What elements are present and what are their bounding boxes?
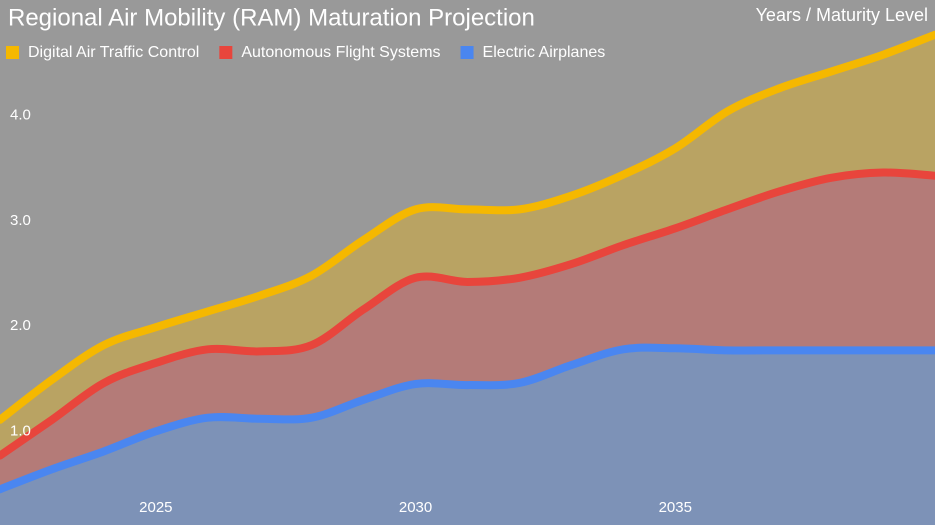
y-tick-label: 3.0 (10, 212, 31, 229)
legend-label: Digital Air Traffic Control (28, 44, 199, 61)
line (0, 168, 935, 460)
x-tick-label: 2030 (399, 499, 432, 516)
legend-label: Autonomous Flight Systems (241, 44, 440, 61)
x-tick-label: 2035 (659, 499, 692, 516)
area (0, 347, 935, 525)
y-tick-label: 1.0 (10, 422, 31, 439)
area (0, 172, 935, 490)
area (0, 34, 935, 456)
line (0, 30, 935, 424)
chart-title: Regional Air Mobility (RAM) Maturation P… (8, 4, 535, 31)
axis-label: Years / Maturity Level (756, 5, 928, 25)
legend-swatch (6, 46, 19, 59)
y-tick-label: 2.0 (10, 317, 31, 334)
x-tick-label: 2025 (139, 499, 172, 516)
line (0, 343, 935, 494)
plot-area (0, 30, 935, 525)
legend-label: Electric Airplanes (483, 44, 606, 61)
legend-swatch (219, 46, 233, 59)
legend-swatch (460, 46, 474, 59)
y-tick-label: 4.0 (10, 107, 31, 124)
